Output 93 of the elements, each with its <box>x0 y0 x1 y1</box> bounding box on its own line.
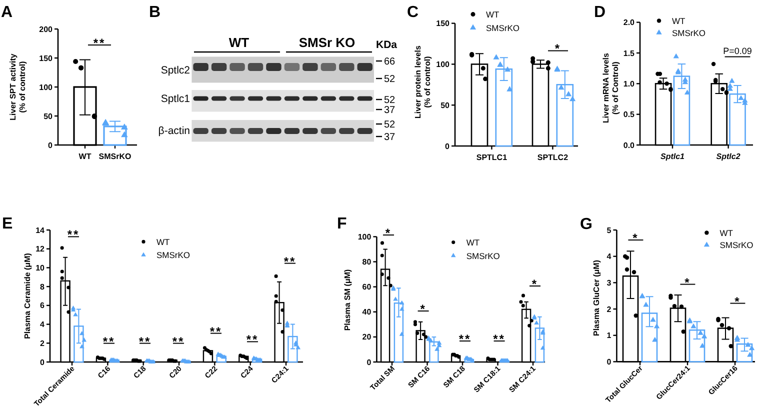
legend-label: WT <box>156 236 170 247</box>
y-tick-label: 2.0 <box>623 18 636 28</box>
text: KDa <box>376 39 398 51</box>
y-tick-label: 0 <box>40 358 46 367</box>
chart-title: E <box>2 216 13 232</box>
y-tick-label: 60 <box>362 282 372 292</box>
y-tick-label: 0.0 <box>623 140 636 150</box>
legend-label: SMSrKO <box>720 240 754 250</box>
y-tick-label: 20 <box>362 332 372 342</box>
y-axis-title: Plasma GluCer (μM) <box>592 260 601 336</box>
y-tick-label: 14 <box>36 226 46 235</box>
y-tick-label: 100 <box>436 60 450 69</box>
text: Sptlc2 <box>160 64 190 76</box>
text: WT <box>228 35 250 50</box>
y-tick-label: 4 <box>606 252 612 262</box>
legend-label: SMSrKO <box>466 250 500 261</box>
y-axis-title: Liver protein levels (% of control) <box>413 44 432 118</box>
annotation: ** <box>284 254 296 268</box>
annotation: ** <box>102 334 116 348</box>
x-tick-label: WT <box>78 152 92 161</box>
legend-label: WT <box>486 10 500 20</box>
y-axis-title: Liver mRNA levels (% of Control) <box>601 52 620 123</box>
text: B <box>149 4 161 21</box>
y-tick-label: 0.5 <box>623 110 636 120</box>
y-tick-label: 12 <box>36 244 46 254</box>
annotation: * <box>632 231 639 245</box>
chart-title: A <box>1 4 13 21</box>
y-tick-label: 40 <box>362 308 372 317</box>
y-tick-label: 200 <box>39 24 54 34</box>
legend-label: WT <box>720 228 733 238</box>
annotation: ** <box>210 324 222 338</box>
y-tick-label: 1.0 <box>623 79 636 88</box>
y-tick-label: 10 <box>36 264 46 273</box>
y-tick-label: 2 <box>40 338 46 348</box>
annotation: ** <box>93 36 106 50</box>
y-tick-label: 5 <box>606 226 612 235</box>
y-tick-label: 100 <box>358 232 372 242</box>
y-tick-label: 8 <box>40 282 46 292</box>
annotation: ** <box>246 332 259 347</box>
y-axis-title: Plasma SM (μM) <box>343 268 352 331</box>
chart-title: G <box>580 216 592 233</box>
y-tick-label: 1.5 <box>623 48 636 58</box>
text: 52 <box>384 95 396 106</box>
y-tick-label: 4 <box>40 320 46 330</box>
y-tick-label: 100 <box>39 82 54 92</box>
x-tick-label: SMSrKO <box>98 152 132 161</box>
annotation: * <box>532 277 538 291</box>
chart-title: C <box>407 4 419 21</box>
annotation: ** <box>172 334 185 348</box>
y-tick-label: 50 <box>440 100 450 110</box>
y-tick-label: 1 <box>606 331 612 340</box>
text: SMSr KO <box>298 35 356 50</box>
annotation: ** <box>493 332 506 346</box>
legend-label: WT <box>672 16 686 26</box>
y-tick-label: 2 <box>606 304 612 314</box>
text: 37 <box>384 105 396 116</box>
annotation: * <box>420 302 426 316</box>
annotation: * <box>684 275 691 290</box>
y-tick-label: 6 <box>40 301 46 310</box>
annotation: * <box>554 42 562 56</box>
text: 66 <box>384 56 396 68</box>
chart-title: F <box>337 216 347 232</box>
x-tick-label: SPTLC1 <box>476 153 508 162</box>
legend-label: SMSrKO <box>156 250 190 260</box>
x-tick-label: Sptlc1 <box>660 152 686 161</box>
annotation: ** <box>138 334 152 348</box>
text: 52 <box>384 120 396 130</box>
y-tick-label: 150 <box>39 54 54 63</box>
annotation: ** <box>458 332 472 346</box>
annotation: * <box>734 294 741 308</box>
y-tick-label: 150 <box>436 19 450 28</box>
text: 37 <box>384 132 396 143</box>
y-tick-label: 50 <box>44 112 54 121</box>
y-tick-label: 0 <box>366 358 372 367</box>
y-tick-label: 0 <box>48 140 54 150</box>
y-axis-title: Plasma Ceramide (μM) <box>23 252 32 339</box>
chart-title: D <box>594 4 606 21</box>
y-tick-label: 3 <box>606 278 612 288</box>
annotation: P=0.09 <box>723 46 752 56</box>
text: 52 <box>384 74 396 85</box>
y-tick-label: 0 <box>606 358 612 366</box>
legend-label: SMSrKO <box>486 22 520 33</box>
legend-label: WT <box>466 238 480 248</box>
annotation: * <box>385 226 392 240</box>
x-tick-label: SPTLC2 <box>537 153 569 162</box>
y-tick-label: 80 <box>362 258 372 267</box>
text: β-actin <box>158 125 190 137</box>
x-tick-label: Sptlc2 <box>716 152 741 161</box>
y-tick-label: 0 <box>445 142 450 151</box>
annotation: ** <box>67 228 80 242</box>
text: Sptlc1 <box>160 93 190 105</box>
y-axis-title: Liver SPT activity (% of control) <box>8 53 27 120</box>
legend-label: SMSrKO <box>672 28 706 38</box>
